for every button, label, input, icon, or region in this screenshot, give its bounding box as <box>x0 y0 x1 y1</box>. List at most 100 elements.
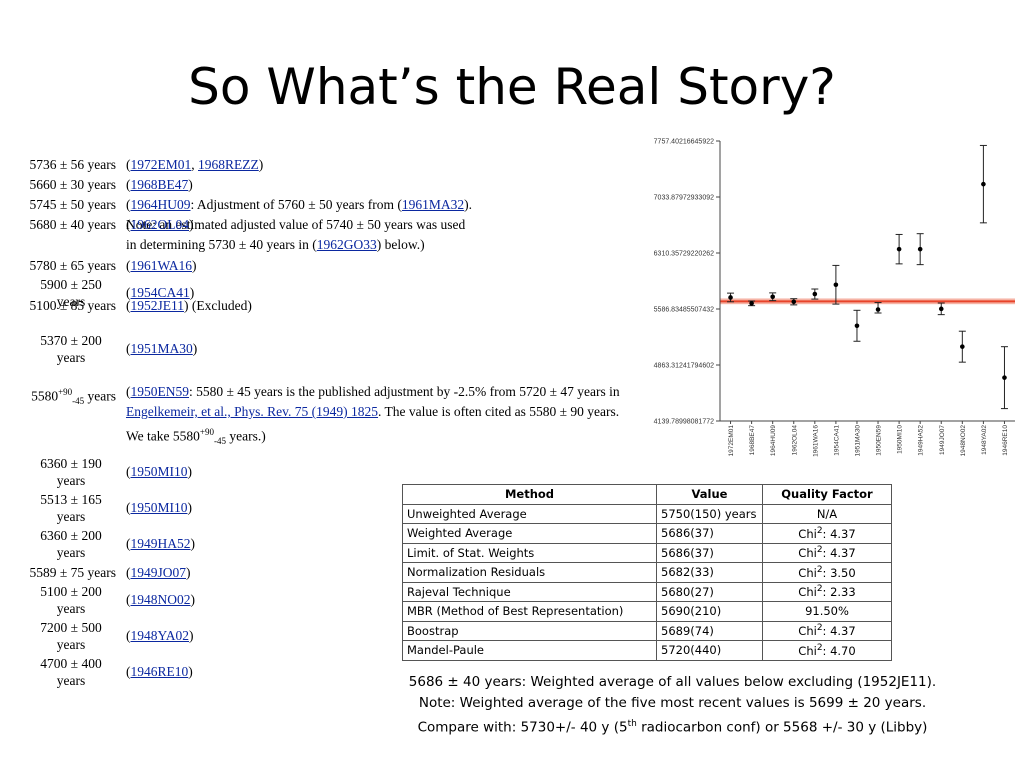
reference-text: (1952JE11) (Excluded) <box>126 298 252 313</box>
value-cell: 5720(440) <box>656 640 763 661</box>
reference-link[interactable]: 1962GO33 <box>316 237 377 252</box>
reference-link[interactable]: 1951MA30 <box>130 341 193 356</box>
data-point <box>749 301 754 306</box>
half-life-chart: 7757.40216645922 7033.87972933092 6310.357… <box>654 138 1015 457</box>
x-tick-label: 1950MI10 <box>897 425 904 454</box>
method-table: Method Value Quality Factor Unweighted Ave… <box>402 484 892 661</box>
data-point <box>960 344 965 349</box>
x-tick-label: 1946RE10 <box>1002 425 1009 456</box>
half-life-value: 5370 ± 200 years <box>40 333 102 365</box>
x-tick-label: 1950EN59 <box>876 425 883 456</box>
reference-link[interactable]: 1950MI10 <box>130 500 188 515</box>
data-point <box>917 246 923 252</box>
x-tick-label: 1964HU09 <box>770 425 777 456</box>
half-life-value: 5745 ± 50 years <box>29 197 116 212</box>
half-life-value: 5736 ± 56 years <box>29 157 116 172</box>
quality-cell: Chi2: 4.37 <box>762 620 892 641</box>
reference-link[interactable]: 1949HA52 <box>130 536 191 551</box>
reference-link[interactable]: Engelkemeir, et al., Phys. Rev. 75 (1949… <box>126 404 379 419</box>
reference-text: (1951MA30) <box>126 341 198 356</box>
table-row: Mandel-Paule 5720(440) Chi2: 4.70 <box>402 640 892 661</box>
half-life-value: 4700 ± 400 years <box>40 656 102 688</box>
reference-text: (1954CA41) <box>126 285 195 300</box>
half-life-value: 5780 ± 65 years <box>29 258 116 273</box>
x-tick-label: 1962OL04 <box>791 425 798 456</box>
half-life-value: 5100 ± 85 years <box>29 298 116 313</box>
notes: 5686 ± 40 years: Weighted average of all… <box>395 672 950 739</box>
x-tick-label: 1949JO07 <box>939 425 946 455</box>
table-header: Quality Factor <box>762 484 892 505</box>
reference-text: (1949JO07) <box>126 565 191 580</box>
table-row: Weighted Average 5686(37) Chi2: 4.37 <box>402 523 892 544</box>
reference-link[interactable]: 1968BE47 <box>130 177 189 192</box>
y-tick-label: 4139.78998081772 <box>654 419 714 426</box>
table-row: Rajeval Technique 5680(27) Chi2: 2.33 <box>402 581 892 602</box>
reference-link[interactable]: 1961MA32 <box>401 197 465 212</box>
quality-cell: 91.50% <box>762 601 892 622</box>
table-header: Value <box>656 484 763 505</box>
method-cell: Unweighted Average <box>402 503 657 524</box>
x-tick-label: 1961WA16 <box>812 425 819 457</box>
quality-cell: Chi2: 4.70 <box>762 640 892 661</box>
reference-link[interactable]: 1961WA16 <box>130 258 193 273</box>
data-point <box>875 307 881 312</box>
table-row: Limit. of Stat. Weights 5686(37) Chi2: 4.3… <box>402 542 892 563</box>
value-cell: 5690(210) <box>656 601 763 622</box>
half-life-value: 5580+90-45 years <box>31 387 116 407</box>
half-life-value: 5513 ± 165 years <box>40 492 102 524</box>
value-cell: 5750(150) years <box>656 503 763 524</box>
reference-link[interactable]: 1968REZZ <box>198 157 259 172</box>
x-tick-label: 1954CA41 <box>833 425 840 456</box>
x-tick-label: 1951MA30 <box>854 425 861 457</box>
quality-cell: Chi2: 4.37 <box>762 542 892 563</box>
reference-link[interactable]: 1948NO02 <box>130 592 191 607</box>
y-tick-label: 7757.40216645922 <box>654 138 714 145</box>
y-tick-label: 5586.83485507432 <box>654 306 714 313</box>
half-life-value: 5900 ± 250 years <box>40 277 102 309</box>
x-tick-label: 1948NO02 <box>960 425 967 457</box>
reference-link[interactable]: 1954CA41 <box>130 285 190 300</box>
reference-link[interactable]: 1964HU09 <box>130 197 191 212</box>
reference-link[interactable]: 1950MI10 <box>130 464 188 479</box>
reference-text: (1948YA02) <box>126 628 194 643</box>
half-life-value: 5680 ± 40 years <box>29 217 116 232</box>
reference-link[interactable]: 1948YA02 <box>130 628 190 643</box>
y-tick-label: 4863.31241794602 <box>654 362 714 369</box>
half-life-value: 5589 ± 75 years <box>29 565 116 580</box>
quality-cell: Chi2: 3.50 <box>762 562 892 583</box>
note-compare: Compare with: 5730+/- 40 y (5th radiocar… <box>417 719 928 736</box>
method-cell: Limit. of Stat. Weights <box>402 542 657 563</box>
reference-link[interactable]: 1946RE10 <box>130 664 189 679</box>
reference-text: (1962OL04) <box>126 217 194 232</box>
reference-link[interactable]: 1952JE11 <box>130 298 185 313</box>
method-cell: Rajeval Technique <box>402 581 657 602</box>
reference-text: (1968BE47) <box>126 177 193 192</box>
x-tick-label: 1972EM01 <box>728 425 735 457</box>
table-header: Method <box>402 484 657 505</box>
table-row: Unweighted Average 5750(150) years N/A <box>402 503 892 524</box>
y-tick-label: 7033.87972933092 <box>654 194 714 201</box>
reference-text: (1964HU09: Adjustment of 5760 ± 50 years… <box>126 197 473 252</box>
half-life-value: 7200 ± 500 years <box>40 620 102 652</box>
data-point <box>981 181 986 187</box>
data-point <box>854 323 860 329</box>
reference-text: (1950MI10) <box>126 464 192 479</box>
reference-link[interactable]: 1949JO07 <box>130 565 187 580</box>
value-cell: 5680(27) <box>656 581 763 602</box>
reference-link[interactable]: 1972EM01 <box>130 157 192 172</box>
value-cell: 5686(37) <box>656 523 763 544</box>
table-row: Boostrap 5689(74) Chi2: 4.37 <box>402 620 892 641</box>
method-cell: Boostrap <box>402 620 657 641</box>
data-point <box>770 294 775 300</box>
table-row: MBR (Method of Best Representation) 5690(… <box>402 601 892 622</box>
reference-text: (1946RE10) <box>126 664 193 679</box>
data-point <box>812 291 818 297</box>
reference-text: (1972EM01, 1968REZZ) <box>126 157 264 172</box>
reference-text: (1950MI10) <box>126 500 192 515</box>
value-cell: 5686(37) <box>656 542 763 563</box>
reference-link[interactable]: 1950EN59 <box>130 384 190 399</box>
data-point <box>896 246 902 252</box>
quality-cell: N/A <box>762 503 892 524</box>
note-weighted-average: 5686 ± 40 years: Weighted average of all… <box>408 674 937 690</box>
reference-link[interactable]: 1962OL04 <box>130 217 190 232</box>
